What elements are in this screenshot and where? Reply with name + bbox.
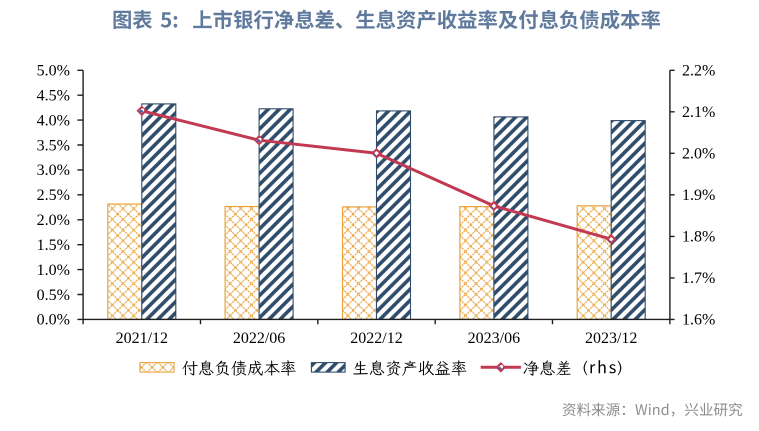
svg-text:2.2%: 2.2% [682, 63, 715, 80]
svg-text:1.9%: 1.9% [682, 187, 715, 204]
svg-text:4.5%: 4.5% [37, 88, 70, 105]
svg-text:2.0%: 2.0% [682, 146, 715, 163]
svg-text:1.7%: 1.7% [682, 270, 715, 287]
svg-text:2022/12: 2022/12 [350, 330, 402, 347]
svg-text:0.0%: 0.0% [37, 312, 70, 329]
svg-text:2022/06: 2022/06 [233, 330, 285, 347]
svg-text:1.8%: 1.8% [682, 229, 715, 246]
svg-text:2023/06: 2023/06 [468, 330, 520, 347]
svg-text:1.6%: 1.6% [682, 312, 715, 329]
svg-text:1.0%: 1.0% [37, 262, 70, 279]
svg-text:5.0%: 5.0% [37, 63, 70, 80]
svg-text:0.5%: 0.5% [37, 287, 70, 304]
svg-text:3.0%: 3.0% [37, 162, 70, 179]
svg-text:4.0%: 4.0% [37, 112, 70, 129]
svg-text:2023/12: 2023/12 [585, 330, 637, 347]
svg-text:2021/12: 2021/12 [116, 330, 168, 347]
svg-text:3.5%: 3.5% [37, 137, 70, 154]
svg-text:2.0%: 2.0% [37, 212, 70, 229]
svg-text:2.5%: 2.5% [37, 187, 70, 204]
svg-text:1.5%: 1.5% [37, 237, 70, 254]
svg-text:2.1%: 2.1% [682, 104, 715, 121]
